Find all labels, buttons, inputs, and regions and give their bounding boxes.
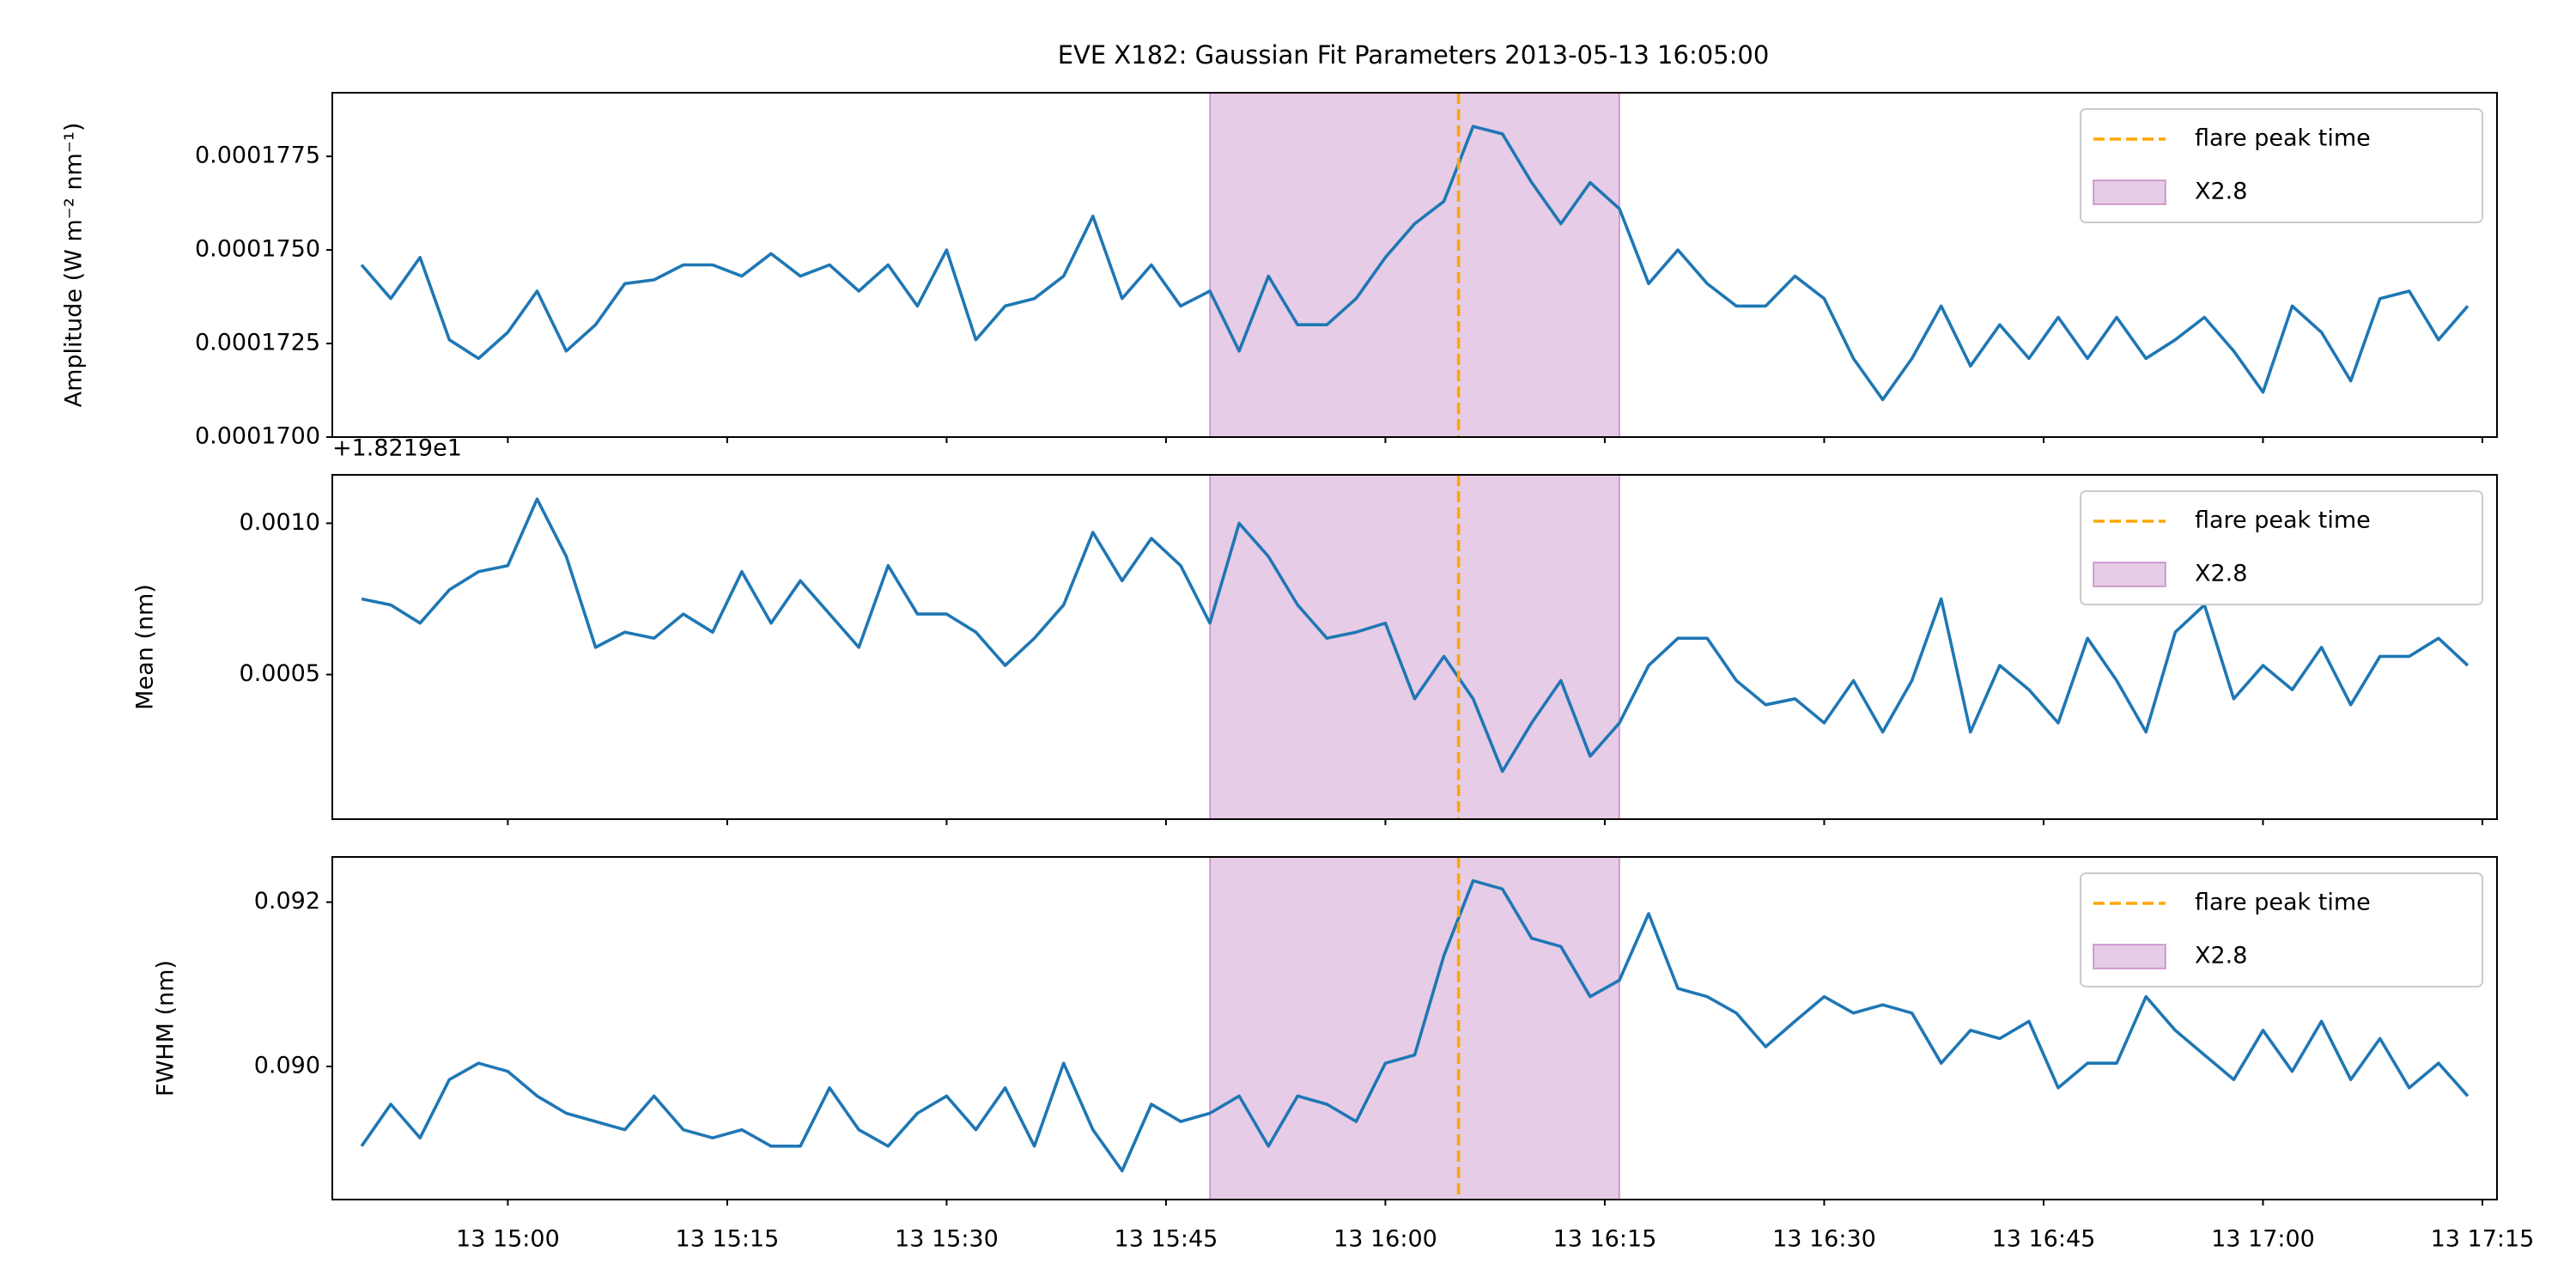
highlight-span (1209, 474, 1620, 820)
x-tick-label: 13 15:30 (895, 1226, 999, 1253)
data-line (360, 125, 2470, 402)
y-tick-label: 0.0001725 (195, 330, 320, 356)
data-line (360, 878, 2470, 1173)
axes-frame (331, 474, 2498, 820)
legend-box (2080, 490, 2483, 605)
x-tick-label: 13 16:15 (1553, 1226, 1657, 1253)
legend-patch-handle (2093, 944, 2166, 969)
legend-box (2080, 108, 2483, 223)
legend-patch-handle (2093, 562, 2166, 587)
x-tick-label: 13 16:45 (1992, 1226, 2096, 1253)
legend-box (2080, 872, 2483, 987)
y-axis-label: FWHM (nm) (153, 960, 179, 1097)
y-tick-label: 0.0001700 (195, 423, 320, 450)
legend-label: flare peak time (2195, 890, 2371, 916)
x-tick-label: 13 16:00 (1334, 1226, 1437, 1253)
x-tick-label: 13 16:30 (1772, 1226, 1876, 1253)
highlight-span (1209, 92, 1620, 438)
y-tick-label: 0.090 (254, 1052, 320, 1078)
data-line (361, 497, 2470, 774)
chart-title: EVE X182: Gaussian Fit Parameters 2013-0… (1058, 40, 1770, 70)
y-tick-label: 0.0010 (240, 509, 320, 536)
axes-frame (331, 92, 2498, 438)
offset-text: +1.8219e1 (332, 435, 462, 462)
legend-label: flare peak time (2195, 507, 2371, 534)
legend-label: X2.8 (2195, 943, 2247, 969)
x-tick-label: 13 17:00 (2211, 1226, 2315, 1253)
x-tick-label: 13 15:15 (676, 1226, 780, 1253)
y-axis-label: Mean (nm) (132, 584, 159, 710)
y-tick-label: 0.092 (254, 888, 320, 914)
highlight-span (1209, 856, 1620, 1200)
axes-frame (331, 856, 2498, 1200)
y-tick-label: 0.0001775 (195, 143, 320, 169)
legend-label: flare peak time (2195, 125, 2371, 152)
x-tick-label: 13 15:45 (1115, 1226, 1218, 1253)
legend-patch-handle (2093, 179, 2166, 205)
y-tick-label: 0.0001750 (195, 236, 320, 263)
y-tick-label: 0.0005 (240, 660, 320, 687)
x-tick-label: 13 15:00 (456, 1226, 560, 1253)
legend-label: X2.8 (2195, 561, 2247, 587)
x-tick-label: 13 17:15 (2431, 1226, 2535, 1253)
y-axis-label: Amplitude (W m⁻² nm⁻¹) (61, 123, 88, 408)
legend-label: X2.8 (2195, 179, 2247, 205)
